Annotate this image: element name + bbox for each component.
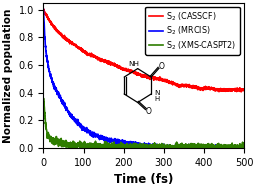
Line: S$_2$ (MRCIS): S$_2$ (MRCIS) [44,9,244,148]
S$_2$ (CASSCF) [240,91,243,93]
S$_2$ (MRCIS) [242,146,246,149]
S$_2$ (XMS-CASPT2) [140,147,143,149]
S$_2$ (MRCIS) [237,147,240,149]
S$_2$ (XMS-CASPT2) [242,147,246,149]
S$_2$ (MRCIS) [42,8,45,11]
S$_2$ (CASSCF) [52,26,55,28]
S$_2$ (XMS-CASPT2) [237,145,240,147]
S$_2$ (CASSCF) [200,87,203,90]
S$_2$ (CASSCF) [242,89,246,91]
S$_2$ (XMS-CASPT2) [200,147,203,149]
S$_2$ (CASSCF) [134,71,137,74]
Line: S$_2$ (CASSCF): S$_2$ (CASSCF) [44,9,244,92]
S$_2$ (MRCIS) [237,146,240,149]
S$_2$ (XMS-CASPT2) [134,146,137,148]
Legend: S$_2$ (CASSCF), S$_2$ (MRCIS), S$_2$ (XMS-CASPT2): S$_2$ (CASSCF), S$_2$ (MRCIS), S$_2$ (XM… [145,7,240,55]
X-axis label: Time (fs): Time (fs) [114,173,173,186]
S$_2$ (XMS-CASPT2) [42,100,45,102]
S$_2$ (XMS-CASPT2) [42,97,45,99]
S$_2$ (CASSCF) [237,89,240,91]
S$_2$ (XMS-CASPT2) [237,147,240,149]
S$_2$ (CASSCF) [42,8,45,10]
S$_2$ (CASSCF) [42,8,45,10]
Line: S$_2$ (XMS-CASPT2): S$_2$ (XMS-CASPT2) [44,98,244,148]
S$_2$ (MRCIS) [52,83,55,85]
S$_2$ (MRCIS) [140,143,143,145]
S$_2$ (XMS-CASPT2) [52,140,55,142]
S$_2$ (MRCIS) [200,147,203,149]
S$_2$ (XMS-CASPT2) [67,147,70,149]
S$_2$ (CASSCF) [140,74,143,77]
Y-axis label: Normalized population: Normalized population [3,8,13,143]
S$_2$ (CASSCF) [237,89,240,91]
S$_2$ (MRCIS) [134,143,137,145]
S$_2$ (MRCIS) [148,147,152,149]
